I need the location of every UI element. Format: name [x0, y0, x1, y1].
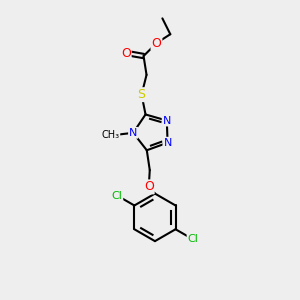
Text: Cl: Cl: [112, 190, 122, 201]
Text: N: N: [164, 138, 172, 148]
Text: O: O: [121, 46, 131, 60]
Text: CH₃: CH₃: [101, 130, 119, 140]
Text: O: O: [144, 180, 154, 194]
Text: N: N: [129, 128, 137, 138]
Text: S: S: [138, 88, 146, 101]
Text: O: O: [152, 37, 161, 50]
Text: Cl: Cl: [188, 234, 198, 244]
Text: N: N: [163, 116, 171, 126]
